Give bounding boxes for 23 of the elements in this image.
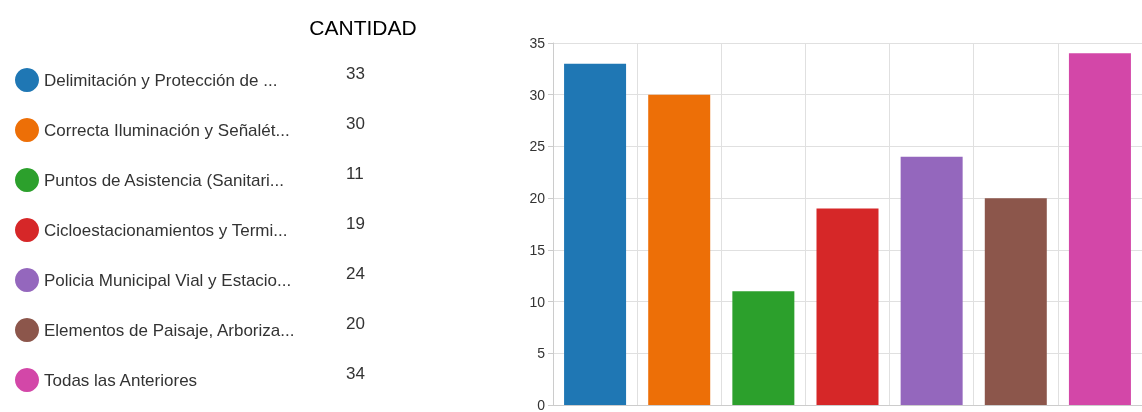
y-tick-label: 5 xyxy=(537,345,546,362)
legend-label: Delimitación y Protección de ... xyxy=(44,70,278,90)
legend-label: Elementos de Paisaje, Arboriza... xyxy=(44,320,295,340)
text: CANTIDAD xyxy=(309,16,417,39)
legend-label: Cicloestacionamientos y Termi... xyxy=(44,220,288,240)
y-tick-label: 0 xyxy=(537,397,546,412)
text: 24 xyxy=(346,264,365,283)
legend-label: Puntos de Asistencia (Sanitari... xyxy=(44,170,285,190)
y-tick-label: 35 xyxy=(529,35,546,51)
y-tick-label: 15 xyxy=(529,241,546,258)
text: 34 xyxy=(346,364,365,383)
y-tick-label: 25 xyxy=(529,138,546,155)
text: 33 xyxy=(346,64,365,83)
y-tick-label: 10 xyxy=(529,293,546,310)
legend-label: Todas las Anteriores xyxy=(44,370,198,390)
text: 30 xyxy=(346,114,365,133)
y-tick-label: 20 xyxy=(529,190,546,207)
y-tick-label: 30 xyxy=(529,86,546,103)
legend-label: Correcta Iluminación y Señalét... xyxy=(44,120,290,140)
text: 20 xyxy=(346,314,365,333)
text: 19 xyxy=(346,214,365,233)
legend-label: Policia Municipal Vial y Estacio... xyxy=(44,270,292,290)
text: 11 xyxy=(346,164,364,183)
